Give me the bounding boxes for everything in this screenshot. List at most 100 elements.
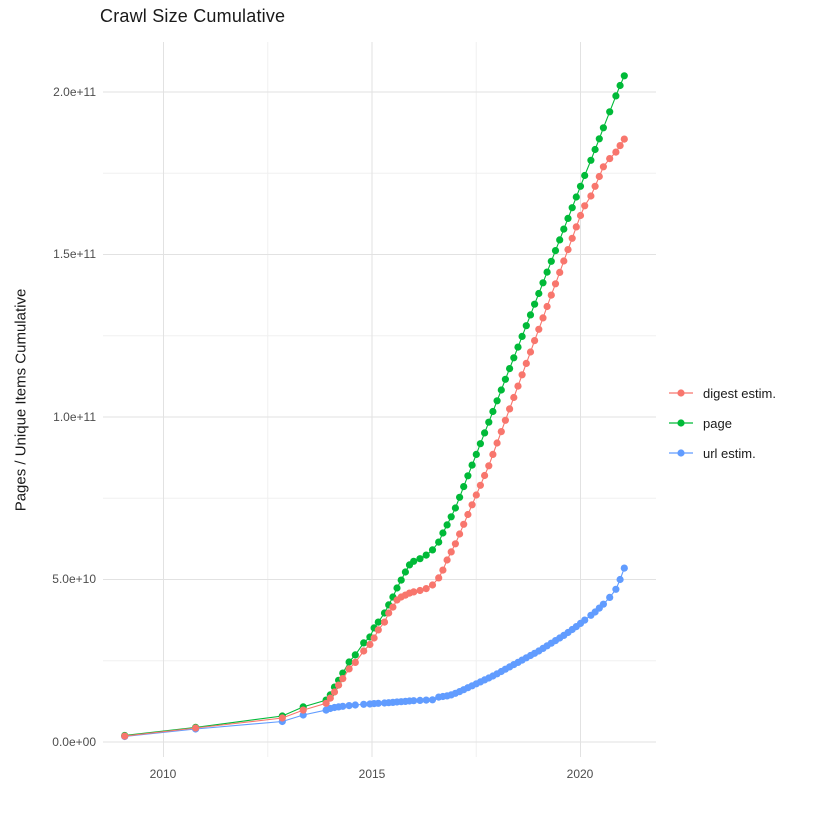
data-point xyxy=(556,268,564,276)
data-point xyxy=(416,586,424,595)
digest-estim--line xyxy=(124,138,625,737)
y-tick-label: 1.5e+11 xyxy=(53,247,96,261)
data-point xyxy=(451,504,459,512)
data-point xyxy=(547,291,555,299)
data-point xyxy=(612,148,620,156)
data-point xyxy=(568,234,576,242)
data-point xyxy=(360,639,368,647)
data-point xyxy=(606,155,614,163)
data-point xyxy=(595,172,603,181)
data-point xyxy=(489,450,497,458)
data-point xyxy=(422,696,430,704)
data-point xyxy=(422,551,430,559)
legend-item-url: url estim. xyxy=(668,438,776,468)
data-point xyxy=(345,658,353,666)
data-point xyxy=(447,513,455,521)
data-point xyxy=(501,375,509,383)
data-point xyxy=(539,279,547,287)
data-point xyxy=(374,699,382,707)
data-point xyxy=(397,576,405,584)
data-point xyxy=(493,439,501,447)
data-point xyxy=(410,697,418,705)
data-point xyxy=(599,600,608,608)
y-tick-label: 0.0e+00 xyxy=(52,735,96,749)
data-point xyxy=(616,575,624,584)
legend-label: url estim. xyxy=(703,445,756,461)
data-point xyxy=(564,214,572,222)
data-point xyxy=(535,325,543,333)
data-point xyxy=(410,557,418,565)
data-point xyxy=(435,538,443,546)
data-point xyxy=(531,300,539,308)
data-point xyxy=(572,193,580,201)
data-point xyxy=(393,584,401,592)
legend-item-page: page xyxy=(668,408,776,438)
data-point xyxy=(556,236,564,244)
legend-key-line-dot-icon xyxy=(669,419,693,427)
data-point xyxy=(576,182,585,190)
data-point xyxy=(501,416,509,424)
data-point xyxy=(518,371,526,379)
data-point xyxy=(506,405,514,413)
data-point xyxy=(464,472,472,480)
data-point xyxy=(497,386,505,394)
data-point xyxy=(335,681,343,689)
data-point xyxy=(522,322,530,330)
data-point xyxy=(539,314,547,322)
data-point xyxy=(374,618,382,626)
page-line xyxy=(124,75,625,737)
data-point xyxy=(345,665,353,673)
data-point xyxy=(599,163,608,171)
data-point xyxy=(612,92,620,100)
data-point xyxy=(385,609,393,617)
data-point xyxy=(443,556,451,564)
data-point xyxy=(443,521,451,529)
data-point xyxy=(330,688,339,696)
data-point xyxy=(472,491,480,499)
data-point xyxy=(522,359,530,367)
data-point xyxy=(360,647,368,655)
data-point xyxy=(366,640,374,649)
data-point xyxy=(551,247,560,255)
data-point xyxy=(481,429,489,437)
data-point xyxy=(468,501,476,509)
data-point xyxy=(416,555,424,563)
y-axis-title: Pages / Unique Items Cumulative xyxy=(12,288,30,512)
data-point xyxy=(595,135,603,143)
data-point xyxy=(370,634,378,642)
data-point xyxy=(551,280,560,288)
data-point xyxy=(278,714,286,722)
data-point xyxy=(351,701,359,709)
data-point xyxy=(339,702,347,710)
data-point xyxy=(616,142,624,150)
data-point xyxy=(489,407,497,416)
data-point xyxy=(447,548,455,556)
data-point xyxy=(460,483,468,491)
data-point xyxy=(439,529,447,537)
data-point xyxy=(599,124,608,132)
data-point xyxy=(472,450,480,458)
data-point xyxy=(543,302,551,311)
data-point xyxy=(351,651,359,659)
data-point xyxy=(518,332,526,340)
data-point xyxy=(510,354,518,362)
data-point xyxy=(576,211,585,220)
data-point xyxy=(620,135,628,143)
legend-label: page xyxy=(703,415,732,431)
data-point xyxy=(606,593,614,602)
data-point xyxy=(568,204,576,212)
data-point xyxy=(616,81,624,90)
data-point xyxy=(612,585,620,593)
x-tick-label: 2020 xyxy=(566,767,594,781)
data-point xyxy=(564,246,572,254)
data-point xyxy=(510,393,518,402)
data-point xyxy=(451,540,459,548)
data-point xyxy=(428,581,437,589)
data-point xyxy=(299,706,307,714)
data-point xyxy=(192,724,200,732)
data-point xyxy=(587,156,595,164)
data-point xyxy=(435,574,443,582)
data-point xyxy=(531,337,539,345)
data-point xyxy=(514,343,522,351)
